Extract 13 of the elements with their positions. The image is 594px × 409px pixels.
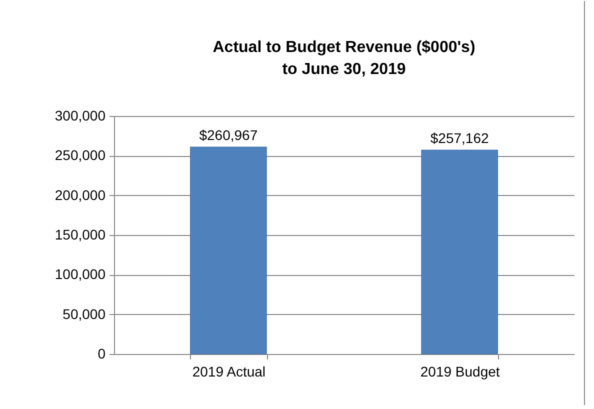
chart-subtitle: to June 30, 2019 [282,61,406,78]
chart-title: Actual to Budget Revenue ($000's) [212,39,476,56]
y-tick-label: 200,000 [54,186,106,203]
y-tick-label: 300,000 [54,108,106,124]
x-tick-label: 2019 Budget [420,364,500,380]
y-tick-label: 100,000 [54,266,106,282]
data-label: $257,162 [430,130,489,146]
y-tick-label: 250,000 [54,147,106,164]
y-tick-label: 50,000 [62,306,106,322]
x-tick-label: 2019 Actual [192,364,266,380]
y-tick-label: 150,000 [54,226,106,242]
data-label: $260,967 [199,126,258,143]
y-tick-label: 0 [98,346,106,362]
